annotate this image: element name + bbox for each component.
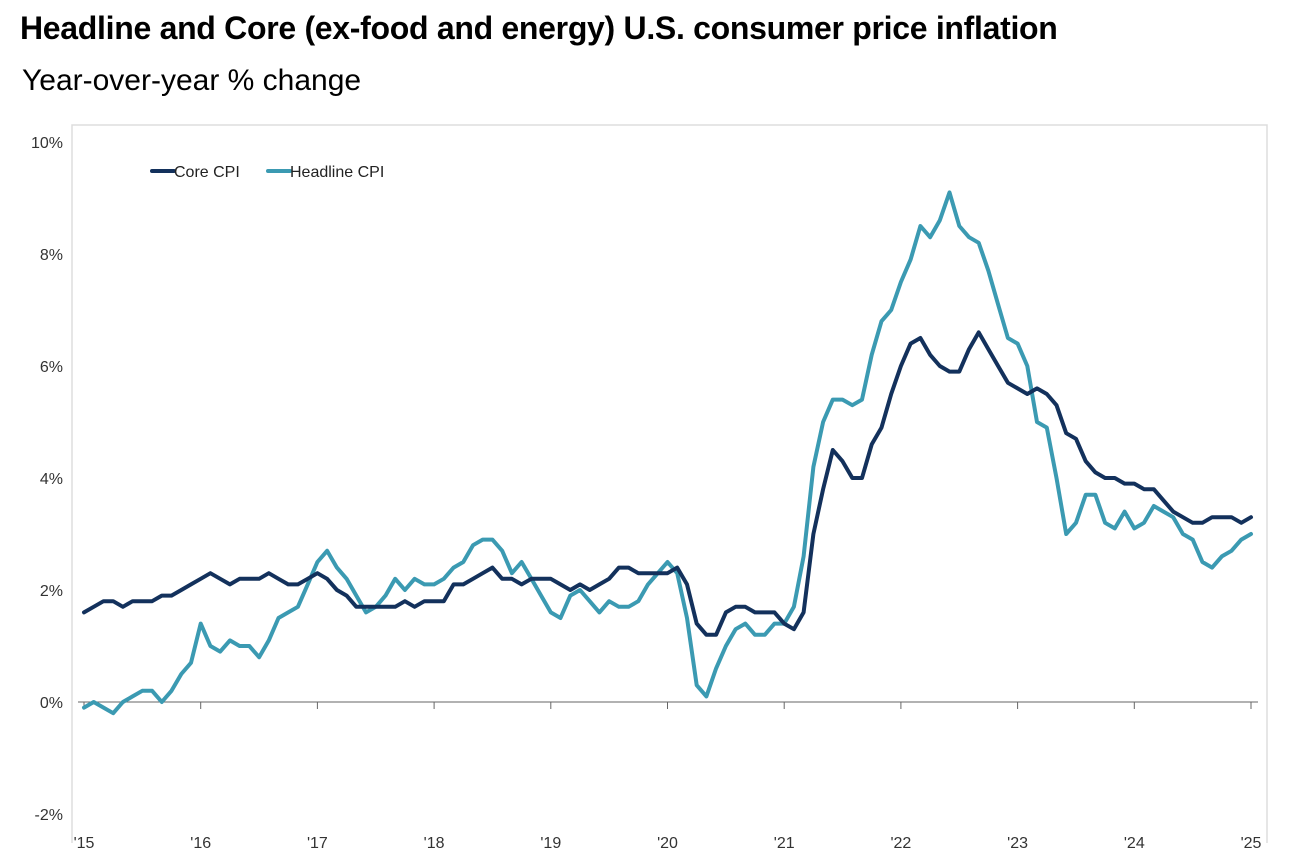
x-tick-label: '20	[657, 835, 678, 852]
core-cpi-legend-label: Core CPI	[174, 164, 240, 181]
x-tick-label: '17	[307, 835, 328, 852]
y-tick-label: 10%	[31, 135, 63, 152]
x-tick-label: '24	[1124, 835, 1145, 852]
chart-subtitle: Year-over-year % change	[22, 64, 362, 97]
y-tick-label: -2%	[35, 807, 63, 824]
x-tick-label: '19	[540, 835, 561, 852]
x-tick-label: '18	[424, 835, 445, 852]
y-tick-label: 2%	[40, 583, 63, 600]
y-tick-label: 6%	[40, 359, 63, 376]
x-tick-label: '23	[1007, 835, 1028, 852]
x-tick-label: '15	[74, 835, 95, 852]
x-tick-label: '22	[890, 835, 911, 852]
x-tick-label: '21	[774, 835, 795, 852]
chart-title: Headline and Core (ex-food and energy) U…	[20, 10, 1058, 46]
x-tick-label: '25	[1241, 835, 1262, 852]
headline-cpi-legend-label: Headline CPI	[290, 164, 384, 181]
plot-frame	[71, 124, 1268, 843]
y-tick-label: 4%	[40, 471, 63, 488]
y-tick-label: 0%	[40, 695, 63, 712]
y-tick-label: 8%	[40, 247, 63, 264]
core-cpi-line	[82, 330, 1253, 637]
headline-cpi-line	[82, 190, 1253, 716]
x-tick-label: '16	[190, 835, 211, 852]
